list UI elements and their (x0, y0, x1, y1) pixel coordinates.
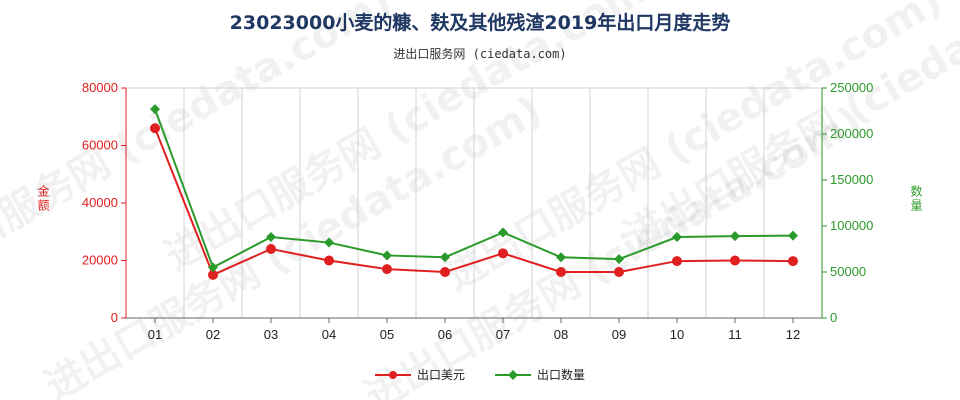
series-line-1 (154, 108, 794, 269)
x-tick-label: 08 (554, 327, 568, 342)
right-axis-label: 数量 (909, 185, 923, 213)
data-point-0 (498, 248, 508, 259)
data-point-0 (788, 256, 798, 267)
right-tick-label: 150000 (830, 172, 873, 187)
x-tick-label: 04 (322, 327, 336, 342)
legend-usd-swatch (374, 370, 411, 379)
chart-title: 23023000小麦的糠、麸及其他残渣2019年出口月度走势 (229, 12, 731, 34)
data-point-0 (614, 267, 624, 277)
right-tick-label: 200000 (830, 126, 873, 141)
data-point-1 (150, 104, 160, 115)
data-point-0 (150, 123, 160, 134)
chart-subtitle: 进出口服务网 (ciedata.com) (393, 47, 567, 61)
data-point-0 (382, 264, 392, 275)
data-point-0 (440, 267, 450, 277)
legend-item-usd[interactable]: 出口美元 (374, 366, 465, 383)
data-point-0 (266, 244, 276, 254)
x-tick-label: 05 (380, 327, 394, 342)
x-tick-label: 11 (728, 327, 742, 342)
x-tick-label: 01 (148, 327, 162, 342)
data-point-0 (730, 255, 740, 266)
right-tick-label: 100000 (830, 218, 873, 233)
left-tick-label: 20000 (82, 253, 118, 268)
right-tick-label: 0 (830, 310, 837, 325)
data-point-1 (498, 227, 508, 238)
x-tick-label: 09 (612, 327, 626, 342)
left-tick-label: 80000 (82, 80, 118, 95)
left-axis-label: 金额 (36, 185, 50, 213)
data-point-0 (208, 269, 218, 280)
watermark: 进出口服务网 (ciedata.com) (157, 0, 669, 280)
right-tick-label: 50000 (830, 264, 866, 279)
right-tick-label: 250000 (830, 80, 873, 95)
legend-qty-label: 出口数量 (537, 368, 586, 382)
data-point-1 (324, 237, 334, 248)
x-tick-label: 10 (670, 327, 684, 342)
legend-qty-swatch (495, 369, 531, 380)
left-tick-label: 40000 (82, 195, 118, 210)
data-point-1 (556, 252, 566, 263)
data-point-1 (266, 232, 276, 243)
legend-item-qty[interactable]: 出口数量 (495, 366, 585, 383)
data-point-1 (730, 231, 740, 242)
x-tick-label: 07 (496, 327, 510, 342)
data-point-1 (440, 252, 450, 263)
x-tick-label: 06 (438, 327, 452, 342)
legend-usd-label: 出口美元 (416, 368, 465, 382)
data-point-1 (208, 262, 218, 273)
x-tick-label: 12 (786, 327, 800, 342)
x-tick-label: 02 (206, 327, 220, 342)
data-point-1 (788, 230, 798, 241)
data-point-0 (556, 267, 566, 277)
left-tick-label: 0 (111, 310, 118, 325)
data-point-1 (672, 232, 682, 243)
data-point-0 (324, 255, 334, 266)
x-tick-label: 03 (264, 327, 278, 342)
data-point-1 (614, 254, 624, 265)
legend: 出口美元 出口数量 (0, 366, 960, 383)
data-point-1 (382, 250, 392, 261)
left-tick-label: 60000 (82, 138, 118, 153)
series-line-0 (154, 127, 794, 277)
data-point-0 (672, 256, 682, 267)
